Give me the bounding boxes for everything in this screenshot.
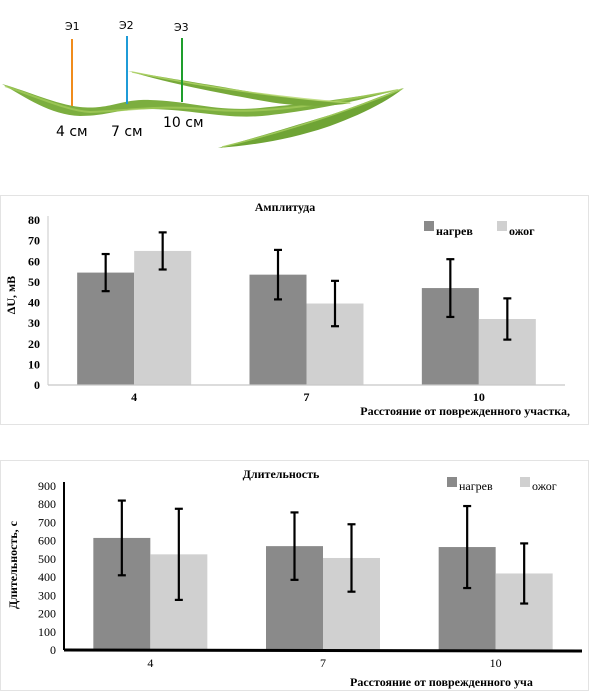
distance-label-7: 7 см <box>111 124 143 140</box>
y-tick-label: 60 <box>28 254 40 268</box>
plot-area: 0 10 20 30 40 50 60 70 80 4 7 10 <box>28 213 565 404</box>
y-tick-label: 10 <box>28 357 40 371</box>
y-tick-label: 80 <box>28 213 40 227</box>
x-tick-label: 4 <box>131 390 137 404</box>
y-tick-label: 400 <box>38 570 56 584</box>
electrode-1-label: Э1 <box>65 20 80 33</box>
legend-label-burn: ожог <box>532 479 557 493</box>
error-bar <box>274 248 282 301</box>
y-tick-label: 300 <box>38 588 56 602</box>
distance-label-10: 10 см <box>163 115 204 131</box>
leaf-diagram: Э1 Э2 Э3 4 см 7 см 10 см <box>2 19 404 148</box>
leaf-main-blade <box>2 84 400 117</box>
error-bar <box>347 523 356 593</box>
y-tick-label: 50 <box>28 275 40 289</box>
error-bar <box>503 297 512 341</box>
y-tick-label: 200 <box>38 607 56 621</box>
y-tick-label: 40 <box>28 296 40 310</box>
chart-title: Длительность <box>243 467 320 481</box>
y-tick-label: 100 <box>38 625 56 639</box>
legend-label-heat: нагрев <box>436 224 473 238</box>
distance-label-4: 4 см <box>56 124 88 140</box>
y-tick-label: 500 <box>38 552 56 566</box>
electrode-3-label: Э3 <box>174 21 189 34</box>
y-tick-label: 900 <box>38 479 56 493</box>
y-tick-label: 800 <box>38 497 56 511</box>
y-tick-label: 600 <box>38 534 56 548</box>
plot-area: 0 100 200 300 400 500 600 700 800 900 4 7 10 <box>38 479 583 670</box>
legend-swatch-burn <box>520 477 530 487</box>
electrode-2-label: Э2 <box>119 19 134 32</box>
x-tick-label: 7 <box>304 390 310 404</box>
error-bar <box>331 279 339 328</box>
duration-chart: Длительность Длительность, с Расстояние … <box>0 460 589 691</box>
x-tick-label: 10 <box>490 656 502 670</box>
y-axis-label: Длительность, с <box>6 520 20 609</box>
x-axis-line <box>63 648 583 653</box>
error-bar <box>158 231 167 271</box>
legend: нагрев ожог <box>447 477 557 493</box>
y-tick-label: 70 <box>28 234 40 248</box>
chart-title: Амплитуда <box>255 200 315 214</box>
leaf-upper-blade <box>128 71 352 106</box>
legend-swatch-heat <box>424 221 434 231</box>
legend-swatch-heat <box>447 477 457 487</box>
error-bar <box>520 542 529 605</box>
legend-swatch-burn <box>497 221 507 231</box>
legend-label-heat: нагрев <box>459 479 493 493</box>
y-tick-label: 30 <box>28 316 40 330</box>
x-axis-label: Расстояние от поврежденного участка, <box>360 404 570 418</box>
error-bar <box>463 504 472 590</box>
error-bar <box>446 258 455 319</box>
error-bar <box>101 252 110 293</box>
y-tick-label: 20 <box>28 337 40 351</box>
amplitude-chart: Амплитуда ΔU, мВ Расстояние от поврежден… <box>0 195 589 425</box>
y-tick-label: 700 <box>38 515 56 529</box>
x-axis-label: Расстояние от поврежденного уча <box>350 675 533 689</box>
error-bar <box>290 511 299 581</box>
y-axis-label: ΔU, мВ <box>4 276 18 314</box>
legend: нагрев ожог <box>424 221 535 238</box>
x-tick-label: 4 <box>147 656 153 670</box>
legend-label-burn: ожог <box>509 224 535 238</box>
y-tick-label: 0 <box>50 643 56 657</box>
y-tick-label: 0 <box>34 378 40 392</box>
error-bar <box>174 507 183 601</box>
bar <box>134 250 192 385</box>
error-bar <box>117 499 126 577</box>
x-tick-label: 10 <box>473 390 485 404</box>
x-tick-label: 7 <box>320 656 326 670</box>
